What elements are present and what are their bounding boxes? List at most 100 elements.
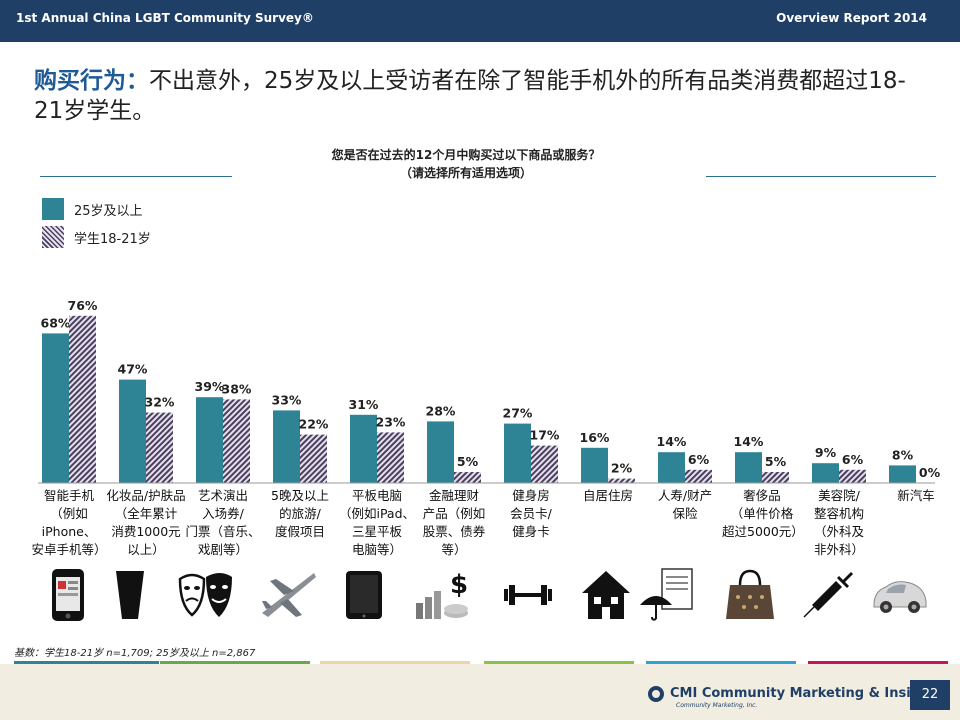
category-label-line: （例如iPad、 bbox=[338, 506, 416, 521]
bar-25plus bbox=[889, 465, 916, 483]
dumbbell-icon bbox=[498, 565, 558, 625]
value-label: 17% bbox=[530, 428, 560, 443]
category-label-line: 金融理财 bbox=[428, 488, 479, 503]
bar-25plus bbox=[119, 379, 146, 483]
value-label: 9% bbox=[815, 445, 837, 460]
category-label: 健身房会员卡/健身卡 bbox=[491, 487, 571, 541]
category-label-line: 戏剧等） bbox=[197, 542, 248, 557]
color-stripe-2 bbox=[160, 661, 310, 664]
category-label-line: 门票（音乐、 bbox=[185, 524, 261, 539]
bar-students bbox=[531, 445, 558, 483]
category-label-line: 的旅游/ bbox=[279, 506, 321, 521]
category-label-line: 以上） bbox=[127, 542, 165, 557]
category-label-line: 平板电脑 bbox=[351, 488, 402, 503]
color-stripe-1 bbox=[14, 661, 159, 664]
bar-students bbox=[762, 472, 789, 483]
category-label: 奢侈品 （单件价格超过5000元） bbox=[722, 487, 804, 541]
bar-25plus bbox=[350, 414, 377, 483]
category-label-line: 会员卡/ bbox=[510, 506, 552, 521]
category-label: 人寿/财产保险 bbox=[645, 487, 725, 523]
category-label: 自居住房 bbox=[568, 487, 648, 505]
handbag-icon bbox=[720, 565, 780, 625]
bar-students bbox=[377, 432, 404, 483]
value-label: 14% bbox=[734, 434, 764, 449]
category-label: 5晚及以上 的旅游/度假项目 bbox=[260, 487, 340, 541]
bar-students bbox=[146, 412, 173, 483]
value-label: 28% bbox=[426, 403, 456, 418]
category-label-line: 等） bbox=[441, 542, 467, 557]
category-label-line: （外科及 bbox=[813, 524, 864, 539]
color-stripe-6 bbox=[808, 661, 948, 664]
category-label-line: 奢侈品 bbox=[743, 488, 781, 503]
value-label: 22% bbox=[299, 417, 329, 432]
value-label: 6% bbox=[688, 452, 710, 467]
category-label-line: 安卓手机等） bbox=[31, 542, 107, 557]
category-label: 新汽车 bbox=[876, 487, 956, 505]
category-label-line: 5晚及以上 bbox=[271, 488, 329, 503]
slide-headline: 购买行为：不出意外，25岁及以上受访者在除了智能手机外的所有品类消费都超过18-… bbox=[34, 66, 934, 126]
svg-text:$: $ bbox=[450, 570, 468, 600]
category-label-line: 美容院/ bbox=[818, 488, 860, 503]
smartphone-icon bbox=[38, 565, 98, 625]
bar-students bbox=[69, 315, 96, 483]
value-label: 2% bbox=[611, 461, 633, 476]
color-stripe-5 bbox=[646, 661, 796, 664]
tablet-icon bbox=[334, 565, 394, 625]
value-label: 16% bbox=[580, 430, 610, 445]
bar-students bbox=[223, 399, 250, 483]
insurance-umbrella-icon bbox=[638, 565, 698, 625]
legend-label-students: 学生18-21岁 bbox=[74, 232, 151, 247]
value-label: 5% bbox=[457, 454, 479, 469]
category-label-line: 新汽车 bbox=[897, 488, 935, 503]
value-label: 27% bbox=[503, 406, 533, 421]
question-title: 您是否在过去的12个月中购买过以下商品或服务？ （请选择所有适用选项） bbox=[230, 146, 702, 182]
value-label: 5% bbox=[765, 454, 787, 469]
survey-title: 1st Annual China LGBT Community Survey® bbox=[16, 11, 314, 25]
bar-students bbox=[454, 472, 481, 483]
category-label-line: 化妆品/护肤品 bbox=[106, 488, 186, 503]
category-label-line: 智能手机 bbox=[43, 488, 94, 503]
logo-text: CMI Community Marketing & Insights bbox=[670, 686, 944, 701]
category-label: 化妆品/护肤品 （全年累计 消费1000元 以上） bbox=[106, 487, 186, 559]
value-label: 68% bbox=[41, 315, 71, 330]
value-label: 14% bbox=[657, 434, 687, 449]
logo-subtext: Community Marketing, Inc. bbox=[676, 702, 758, 709]
category-label: 艺术演出入场券/门票（音乐、 戏剧等） bbox=[183, 487, 263, 559]
title-rule-left bbox=[40, 176, 232, 177]
cosmetic-tube-icon bbox=[100, 565, 160, 625]
category-label-line: 超过5000元） bbox=[722, 524, 804, 539]
category-label-line: （全年累计 bbox=[114, 506, 178, 521]
category-label-line: 保险 bbox=[672, 506, 698, 521]
category-label-line: （单件价格 bbox=[730, 506, 794, 521]
category-label-line: 健身卡 bbox=[512, 524, 550, 539]
bar-25plus bbox=[196, 397, 223, 483]
car-icon bbox=[870, 565, 930, 625]
bar-chart: 68% 76% 47% 32% 39%38% 33% 22% 31% 23% 28% 5% 27% 17… bbox=[38, 298, 941, 484]
bar-25plus bbox=[581, 447, 608, 483]
category-label-line: 入场券/ bbox=[202, 506, 244, 521]
color-stripe-3 bbox=[320, 661, 470, 664]
category-label: 美容院/整容机构 （外科及 非外科） bbox=[799, 487, 879, 559]
legend-swatch-solid bbox=[42, 198, 64, 220]
page-number: 22 bbox=[910, 680, 950, 710]
bar-25plus bbox=[504, 423, 531, 483]
category-label-line: 健身房 bbox=[512, 488, 550, 503]
category-label-line: （例如iPhone、 bbox=[41, 506, 97, 539]
value-label: 23% bbox=[376, 414, 406, 429]
bar-students bbox=[685, 469, 712, 483]
report-title: Overview Report 2014 bbox=[776, 11, 927, 25]
category-label-line: 艺术演出 bbox=[197, 488, 248, 503]
category-label-line: 非外科） bbox=[813, 542, 864, 557]
value-label: 0% bbox=[919, 465, 941, 480]
color-stripe-4 bbox=[484, 661, 634, 664]
category-label-line: 产品（例如 bbox=[422, 506, 486, 521]
bar-students bbox=[300, 434, 327, 483]
value-label: 76% bbox=[68, 298, 98, 313]
airplane-icon bbox=[258, 565, 318, 625]
value-label: 6% bbox=[842, 452, 864, 467]
headline-text: 不出意外，25岁及以上受访者在除了智能手机外的所有品类消费都超过18-21岁学生… bbox=[34, 68, 906, 124]
value-label: 8% bbox=[892, 447, 914, 462]
category-label-line: 电脑等） bbox=[351, 542, 402, 557]
finance-coins-icon: $ bbox=[410, 565, 470, 625]
category-label-line: 人寿/财产 bbox=[657, 488, 713, 503]
